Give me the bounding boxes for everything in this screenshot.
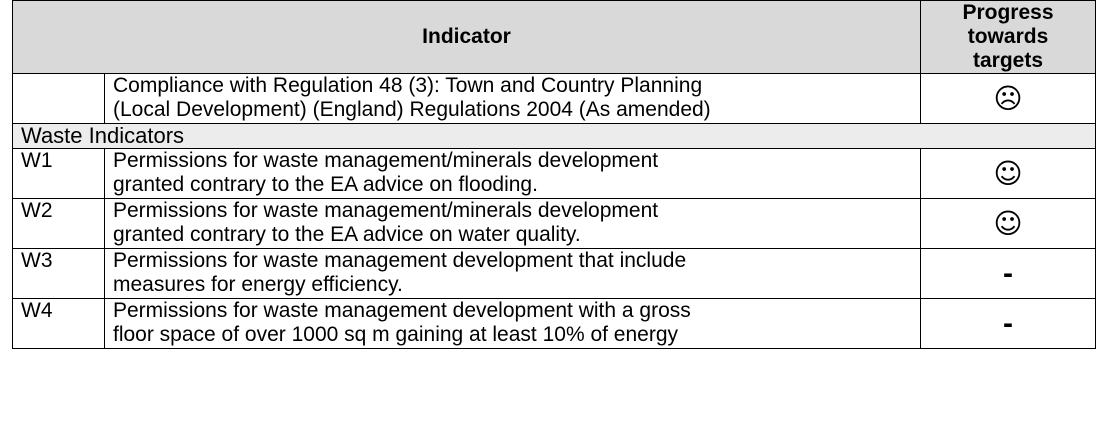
header-row: Indicator Progress towards targets [12, 0, 1096, 74]
indicator-line: (Local Development) (England) Regulation… [113, 98, 711, 121]
section-title: Waste Indicators [12, 123, 1096, 149]
header-indicator: Indicator [12, 0, 921, 74]
indicator-row: W4 Permissions for waste management devel… [12, 298, 1096, 349]
progress-cell: - [920, 298, 1096, 349]
indicator-cell: Permissions for waste management develop… [104, 248, 921, 299]
indicator-table: Indicator Progress towards targets Complia… [12, 0, 1096, 349]
header-line: Progress [962, 1, 1054, 24]
header-progress: Progress towards targets [920, 0, 1096, 74]
indicator-row: W3 Permissions for waste management devel… [12, 248, 1096, 299]
indicator-line: floor space of over 1000 sq m gaining at… [113, 323, 679, 346]
indicator-line: granted contrary to the EA advice on wat… [113, 223, 581, 246]
indicator-cell: Compliance with Regulation 48 (3): Town … [104, 73, 921, 124]
code-cell: W2 [12, 198, 105, 249]
code-cell [12, 73, 105, 124]
indicator-line: Permissions for waste management/mineral… [113, 149, 659, 172]
header-line: targets [972, 49, 1044, 72]
section-row: Waste Indicators [12, 123, 1096, 149]
table-body: Indicator Progress towards targets Complia… [12, 0, 1096, 349]
code-cell: W4 [12, 298, 105, 349]
code-cell: W3 [12, 248, 105, 299]
indicator-line: Permissions for waste management develop… [113, 249, 687, 272]
indicator-cell: Permissions for waste management develop… [104, 298, 921, 349]
indicator-row: Compliance with Regulation 48 (3): Town … [12, 73, 1096, 124]
indicator-line: Permissions for waste management/mineral… [113, 199, 659, 222]
progress-cell: - [920, 248, 1096, 299]
progress-cell: ☺ [920, 148, 1096, 199]
indicator-line: granted contrary to the EA advice on flo… [113, 173, 538, 196]
indicator-row: W2 Permissions for waste management/miner… [12, 198, 1096, 249]
indicator-line: Compliance with Regulation 48 (3): Town … [113, 74, 703, 97]
indicator-cell: Permissions for waste management/mineral… [104, 198, 921, 249]
header-line: towards [967, 25, 1049, 48]
indicator-line: Permissions for waste management develop… [113, 299, 691, 322]
indicator-row: W1 Permissions for waste management/miner… [12, 148, 1096, 199]
progress-cell: ☺ [920, 198, 1096, 249]
indicator-line: measures for energy efficiency. [113, 273, 403, 296]
code-cell: W1 [12, 148, 105, 199]
progress-cell: ☹ [920, 73, 1096, 124]
indicator-cell: Permissions for waste management/mineral… [104, 148, 921, 199]
